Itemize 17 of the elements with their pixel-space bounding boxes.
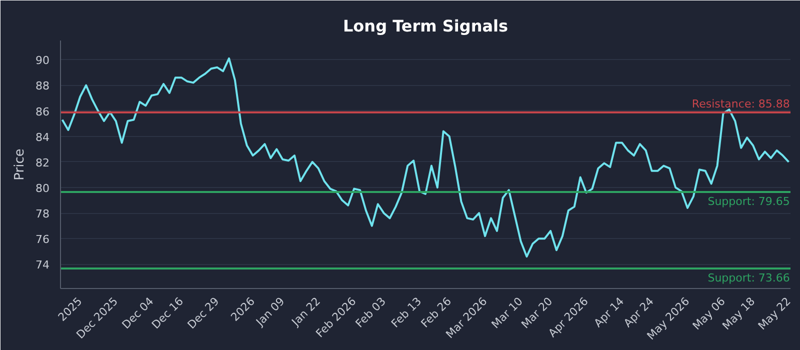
y-tick-label: 74 [36, 258, 50, 272]
y-tick-label: 88 [36, 80, 50, 93]
y-tick-label: 80 [36, 182, 50, 196]
ref-line-label: Support: 73.66 [708, 272, 790, 285]
ref-line-label: Support: 79.65 [708, 194, 790, 208]
x-tick-label: Dec 29 [185, 294, 222, 332]
x-tick-label: Jan 09 [252, 294, 288, 330]
y-tick-label: 84 [36, 130, 50, 144]
y-tick-label: 82 [36, 156, 50, 170]
y-tick-label: 76 [36, 233, 50, 246]
y-tick-label: 78 [36, 208, 50, 221]
line-series [61, 57, 790, 258]
y-axis-title: Price [12, 148, 28, 180]
ref-line-label: Resistance: 85.88 [692, 97, 790, 110]
y-tick-label: 90 [36, 54, 50, 68]
chart-title: Long Term Signals [342, 16, 508, 36]
y-tick-label: 86 [36, 105, 50, 118]
